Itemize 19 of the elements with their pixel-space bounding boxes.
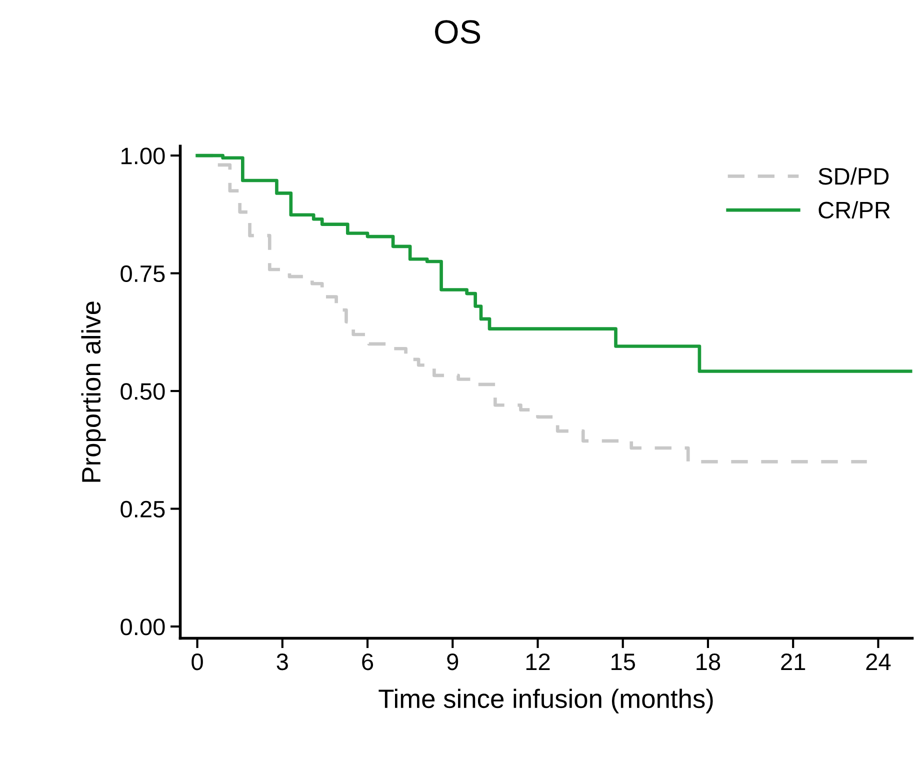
legend-label: SD/PD xyxy=(818,167,889,185)
x-tick-label: 0 xyxy=(192,653,203,670)
y-axis-title: Proportion alive xyxy=(81,302,106,482)
x-tick-label: 9 xyxy=(447,653,458,670)
chart-title: OS xyxy=(434,20,480,44)
y-tick-label: 0.00 xyxy=(120,618,165,636)
x-tick-label: 12 xyxy=(526,653,550,670)
x-tick-label: 15 xyxy=(612,654,635,670)
x-tick-label: 24 xyxy=(866,653,891,670)
x-tick-label: 18 xyxy=(696,653,720,670)
x-tick-label: 3 xyxy=(276,653,288,670)
x-tick-label: 6 xyxy=(362,653,374,670)
y-tick-label: 0.75 xyxy=(120,265,165,282)
x-axis-title: Time since infusion (months) xyxy=(378,688,713,714)
y-tick-label: 0.25 xyxy=(120,500,165,518)
y-tick-label: 0.50 xyxy=(120,383,165,400)
y-tick-label: 1.00 xyxy=(122,148,165,164)
legend-label: CR/PR xyxy=(818,201,890,219)
x-tick-label: 21 xyxy=(781,653,806,670)
